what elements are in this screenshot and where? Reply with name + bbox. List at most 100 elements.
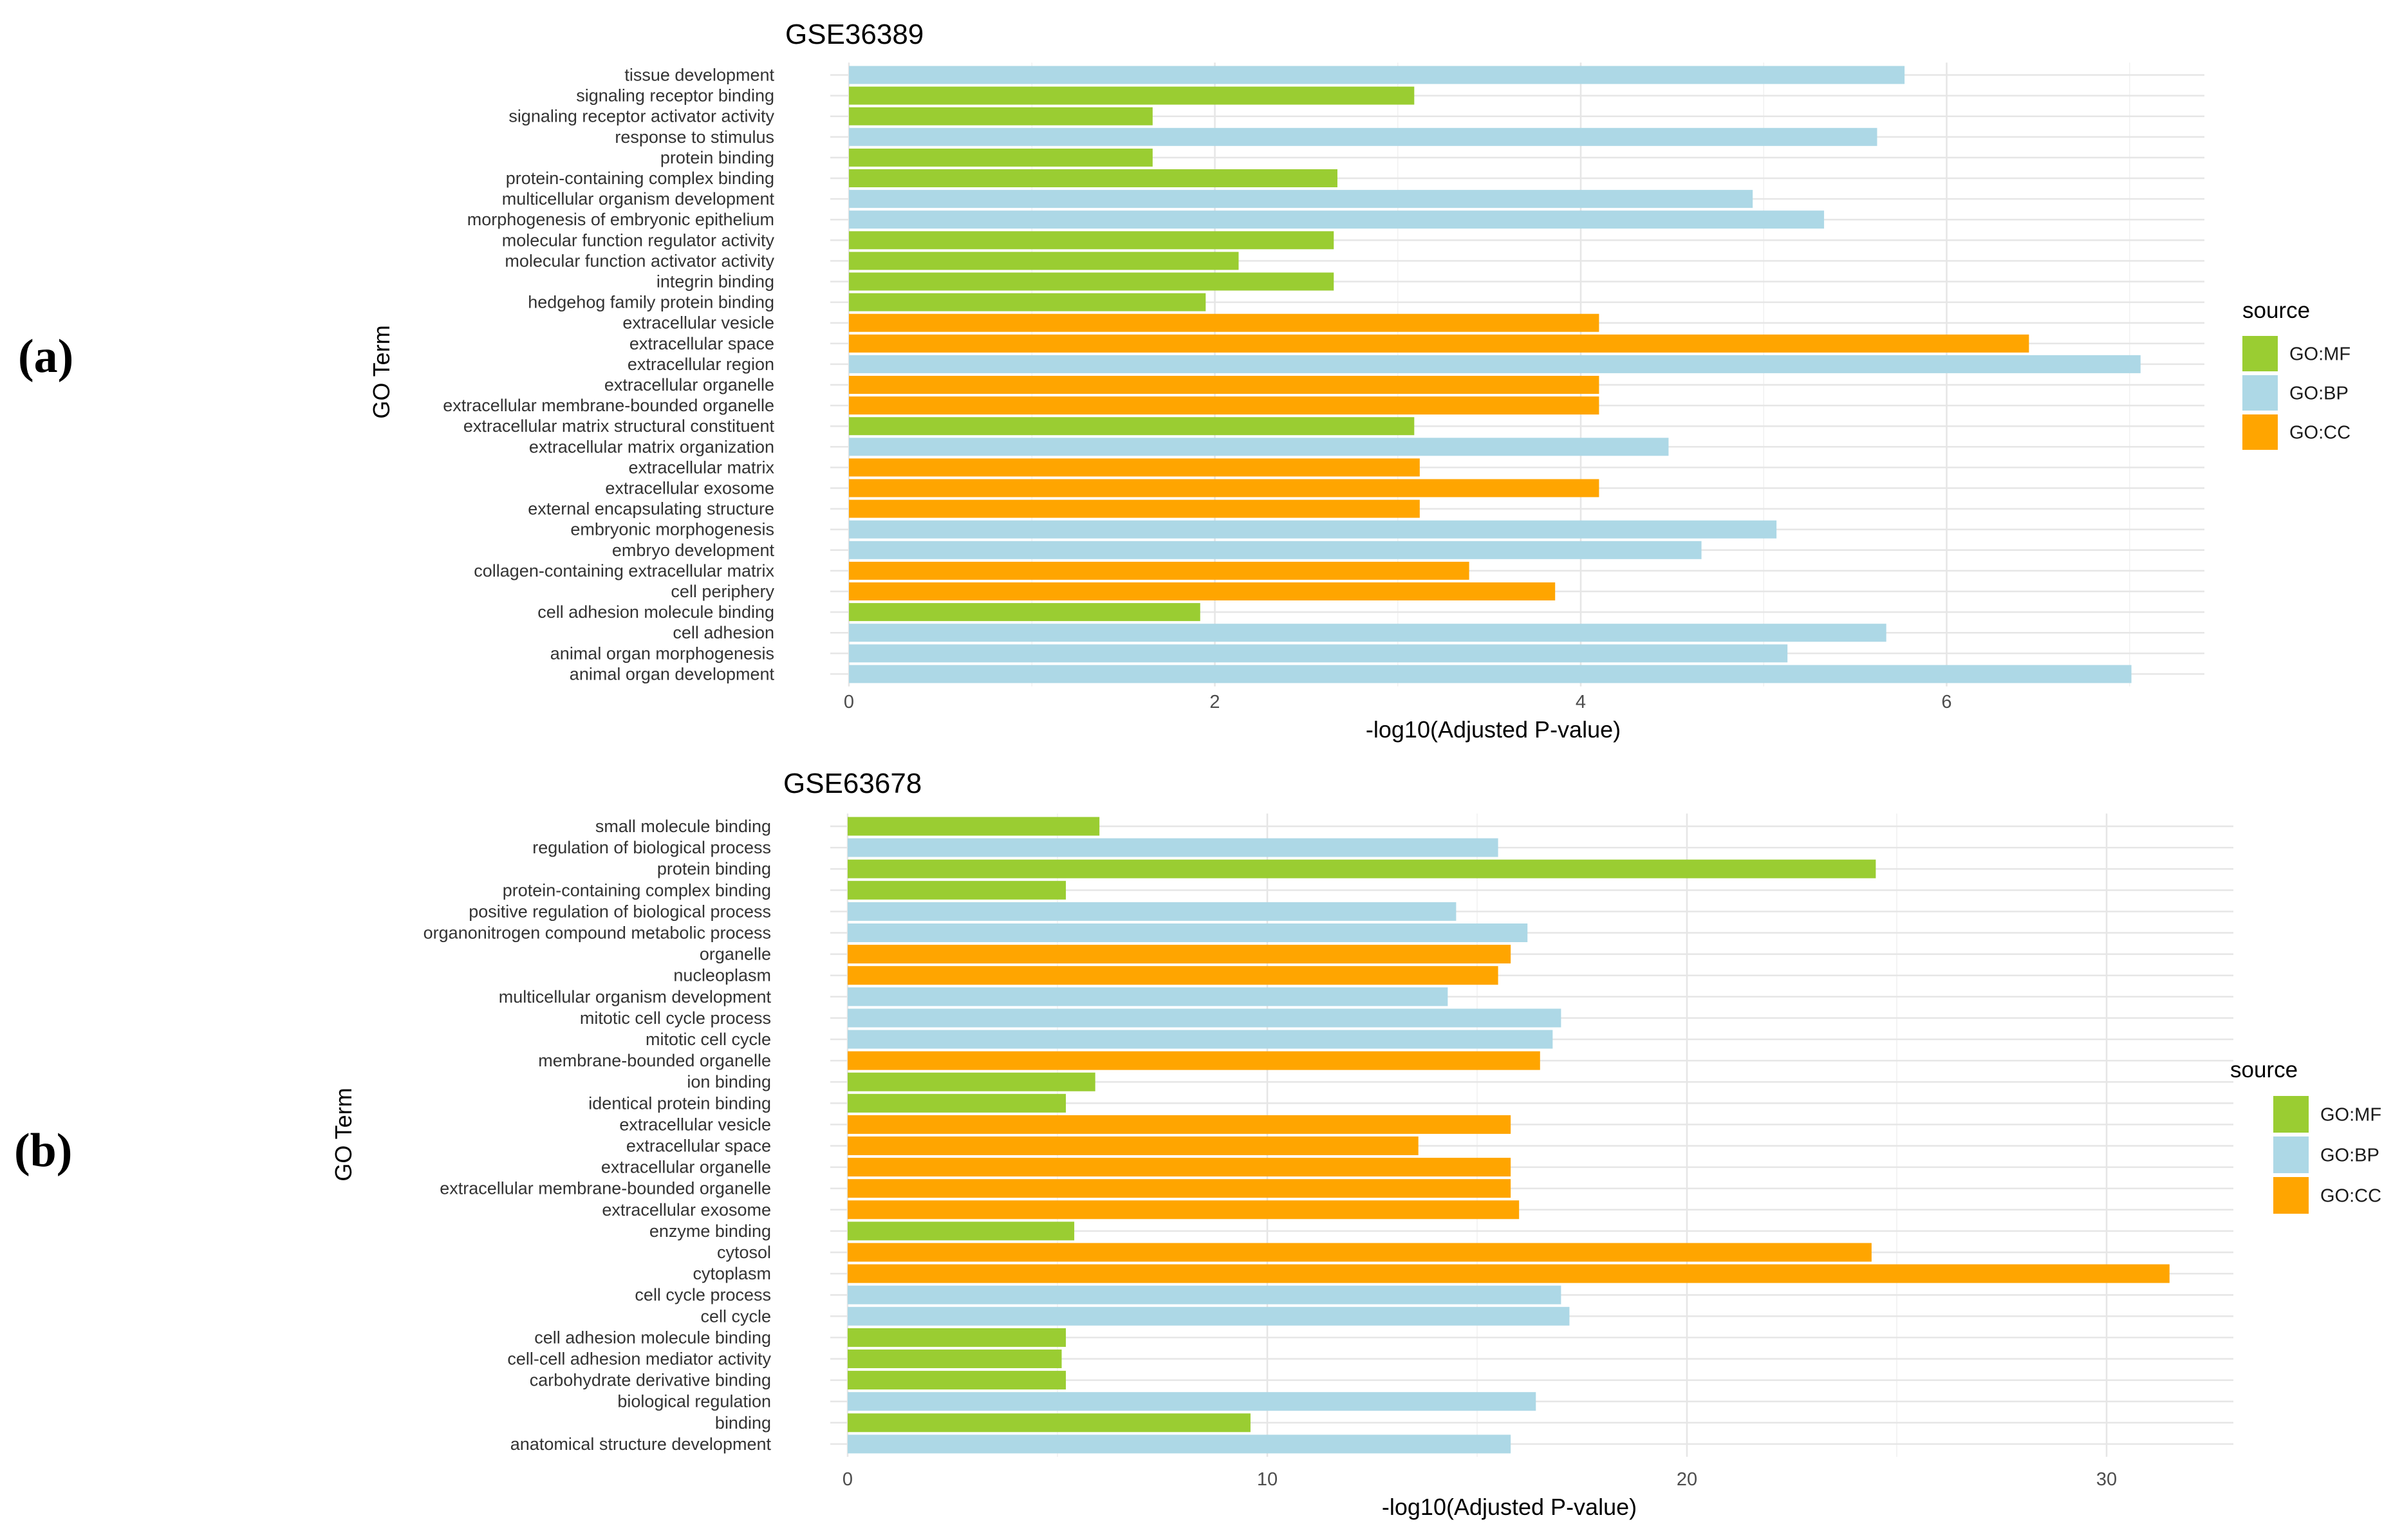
category-label: animal organ morphogenesis bbox=[550, 644, 774, 663]
bars-b bbox=[848, 817, 2170, 1454]
x-tick-label: 2 bbox=[1209, 692, 1220, 712]
category-label: extracellular vesicle bbox=[619, 1115, 771, 1134]
bar bbox=[849, 458, 1420, 477]
legend-swatch bbox=[2242, 375, 2278, 411]
legend-b: source GO:MF GO:BP GO:CC bbox=[2230, 1057, 2381, 1214]
bar bbox=[848, 1413, 1251, 1433]
bar bbox=[849, 210, 1825, 229]
bar bbox=[849, 582, 1556, 600]
bar bbox=[849, 499, 1420, 518]
category-label: cell periphery bbox=[671, 582, 774, 601]
legend-label: GO:MF bbox=[2289, 344, 2351, 365]
category-label: protein binding bbox=[657, 859, 771, 878]
category-label: collagen-containing extracellular matrix bbox=[474, 561, 774, 580]
category-label: extracellular matrix structural constitu… bbox=[463, 416, 775, 436]
bar bbox=[849, 520, 1777, 539]
legend-swatch bbox=[2273, 1136, 2309, 1173]
category-label: protein-containing complex binding bbox=[503, 880, 771, 900]
category-label: extracellular region bbox=[628, 355, 774, 374]
y-axis-title-b: GO Term bbox=[330, 1088, 357, 1181]
bar bbox=[849, 169, 1337, 187]
bar bbox=[849, 355, 2141, 373]
x-tick-label: 4 bbox=[1576, 692, 1586, 712]
bar bbox=[848, 902, 1457, 921]
bar bbox=[849, 313, 1599, 332]
bar bbox=[848, 1434, 1511, 1454]
bar bbox=[849, 231, 1334, 250]
chart-title-b: GSE63678 bbox=[783, 768, 922, 799]
bar bbox=[848, 987, 1448, 1007]
legend-label: GO:MF bbox=[2320, 1105, 2381, 1126]
legend-swatch bbox=[2242, 336, 2278, 371]
category-label: tissue development bbox=[624, 66, 774, 85]
bar bbox=[848, 1158, 1511, 1177]
bar bbox=[849, 541, 1702, 559]
x-tick-label: 30 bbox=[2096, 1469, 2117, 1490]
bar bbox=[848, 1200, 1520, 1220]
legend-label: GO:CC bbox=[2320, 1186, 2381, 1207]
x-tick-labels-a: 0 2 4 6 bbox=[844, 692, 1952, 712]
bar bbox=[849, 603, 1200, 622]
category-label: extracellular vesicle bbox=[622, 313, 774, 333]
bars-a bbox=[849, 66, 2141, 683]
category-label: response to stimulus bbox=[615, 127, 774, 147]
bar bbox=[849, 644, 1788, 663]
bar bbox=[849, 127, 1877, 146]
bar bbox=[848, 923, 1528, 942]
bar bbox=[849, 417, 1415, 436]
category-label: protein binding bbox=[660, 148, 774, 167]
category-label: extracellular exosome bbox=[602, 1200, 771, 1220]
panel-label-a: (a) bbox=[18, 330, 73, 383]
bar bbox=[849, 272, 1334, 291]
x-tick-label: 0 bbox=[844, 692, 854, 712]
legend-label: GO:BP bbox=[2320, 1146, 2379, 1166]
category-label: membrane-bounded organelle bbox=[538, 1051, 771, 1070]
category-label: mitotic cell cycle process bbox=[580, 1008, 771, 1028]
category-label: embryo development bbox=[612, 541, 775, 560]
bar bbox=[849, 66, 1905, 84]
category-label: cell adhesion bbox=[673, 623, 774, 642]
legend-label: GO:BP bbox=[2289, 384, 2349, 404]
bar bbox=[849, 252, 1239, 270]
category-label: extracellular membrane-bounded organelle bbox=[440, 1179, 771, 1198]
bar bbox=[848, 1072, 1095, 1091]
category-label: regulation of biological process bbox=[532, 838, 771, 857]
bar bbox=[848, 945, 1511, 964]
chart-title-a: GSE36389 bbox=[785, 19, 924, 50]
x-tick-labels-b: 0 10 20 30 bbox=[843, 1469, 2117, 1490]
legend-swatch bbox=[2273, 1177, 2309, 1214]
chart-panel-b: (b) GSE63678 small molecule binding regul… bbox=[14, 768, 2381, 1520]
category-label: cell adhesion molecule binding bbox=[534, 1328, 771, 1347]
bar bbox=[849, 334, 2029, 353]
legend-swatch bbox=[2273, 1096, 2309, 1133]
x-axis-title-a: -log10(Adjusted P-value) bbox=[1366, 716, 1621, 743]
bar bbox=[848, 1051, 1540, 1070]
category-label: extracellular space bbox=[629, 334, 774, 353]
bar bbox=[849, 561, 1469, 580]
bar bbox=[848, 1328, 1066, 1347]
bar bbox=[848, 1093, 1066, 1113]
bar bbox=[848, 859, 1876, 878]
category-label: multicellular organism development bbox=[502, 189, 775, 209]
category-label: hedgehog family protein binding bbox=[528, 293, 774, 312]
category-label: extracellular matrix bbox=[628, 458, 774, 477]
category-label: carbohydrate derivative binding bbox=[530, 1371, 771, 1390]
category-label: small molecule binding bbox=[595, 817, 771, 836]
category-label: positive regulation of biological proces… bbox=[469, 902, 771, 921]
category-label: animal organ development bbox=[570, 664, 775, 683]
bar bbox=[849, 624, 1886, 642]
category-label: identical protein binding bbox=[588, 1093, 771, 1113]
category-label: biological regulation bbox=[617, 1392, 771, 1411]
category-label: extracellular space bbox=[626, 1136, 771, 1156]
bar bbox=[848, 817, 1100, 836]
legend-title-b: source bbox=[2230, 1057, 2298, 1082]
category-label: ion binding bbox=[687, 1072, 771, 1091]
category-label: morphogenesis of embryonic epithelium bbox=[467, 210, 774, 229]
category-label: extracellular organelle bbox=[604, 375, 774, 394]
x-tick-label: 10 bbox=[1257, 1469, 1278, 1490]
x-axis-title-b: -log10(Adjusted P-value) bbox=[1382, 1494, 1637, 1520]
category-label: cytosol bbox=[717, 1243, 771, 1262]
bar bbox=[848, 838, 1498, 857]
category-label: extracellular membrane-bounded organelle bbox=[443, 396, 774, 415]
